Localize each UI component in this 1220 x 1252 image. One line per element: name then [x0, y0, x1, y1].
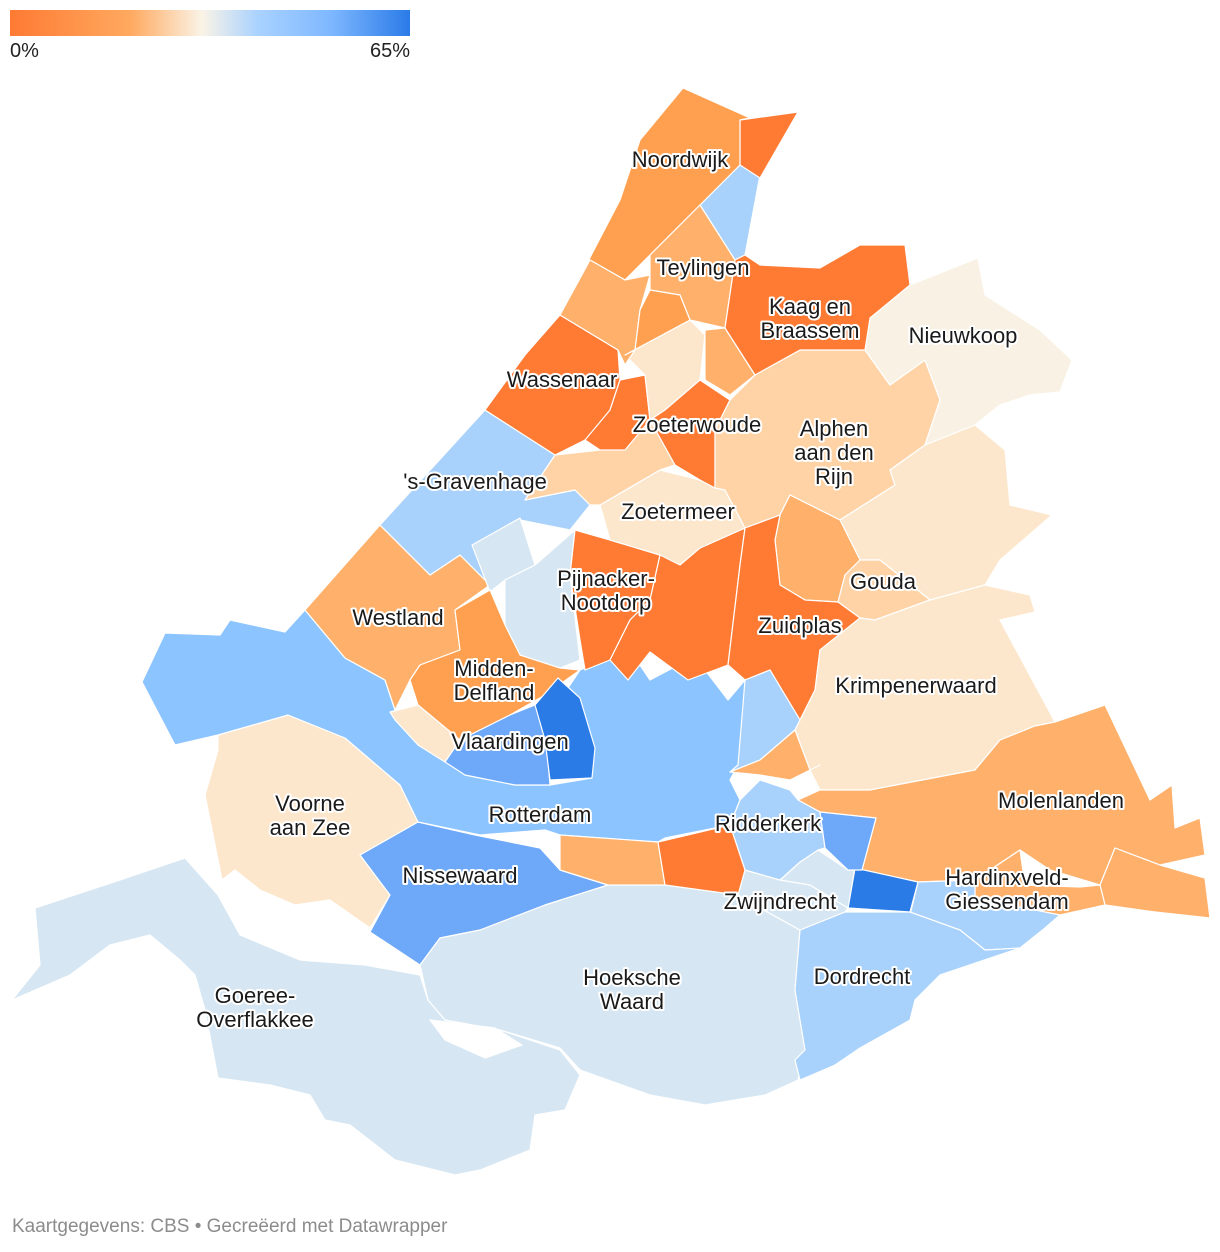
region-midden-delfland[interactable] [409, 589, 581, 741]
label-nissewaard: Nissewaard [403, 863, 518, 888]
label-vlaardingen: Vlaardingen [451, 729, 568, 754]
label-line: Krimpenerwaard [835, 673, 996, 698]
region-oegstgeest[interactable] [624, 289, 691, 356]
label-ridderkerk: Ridderkerk [715, 811, 822, 836]
region-labels: Noordwijk Teylingen Kaag en Braassem Nieuwko… [194, 145, 1126, 1034]
label-line: Goeree- [215, 983, 296, 1008]
label-line: Hoeksche [583, 965, 681, 990]
label-hardinxveld: Hardinxveld-Giessendam [945, 865, 1069, 914]
region-hoeksche-inlet [429, 1019, 523, 1059]
label-krimpenerwaard: Krimpenerwaard [835, 673, 996, 698]
label-line: Kaag en [769, 294, 851, 319]
label-voorne: Voorne aan Zee [270, 791, 351, 840]
label-rotterdam: Rotterdam [489, 802, 592, 827]
label-line: Waard [600, 989, 664, 1014]
region-goeree-overflakkee[interactable] [11, 857, 581, 1176]
label-kaag: Kaag en Braassem [760, 294, 859, 343]
label-line: Nootdorp [561, 590, 652, 615]
footer-credits: Kaartgegevens: CBS • Gecreëerd met Dataw… [12, 1216, 448, 1237]
label-line: Delfland [454, 680, 535, 705]
label-line: Pijnacker- [557, 566, 655, 591]
region-krimpen-aan-den-ijssel[interactable] [729, 729, 821, 781]
label-gouda: Gouda [850, 569, 917, 594]
label-line: Zuidplas [758, 613, 841, 638]
label-teylingen: Teylingen [657, 255, 750, 280]
label-zoetermeer: Zoetermeer [621, 499, 735, 524]
label-line: Wassenaar [507, 367, 617, 392]
regions [11, 87, 1211, 1176]
label-line: Nissewaard [403, 863, 518, 888]
label-line: Dordrecht [814, 964, 911, 989]
label-line: 's-Gravenhage [403, 469, 547, 494]
label-line: Ridderkerk [715, 811, 822, 836]
label-zoeterwoude: Zoeterwoude [633, 412, 761, 437]
label-line: Vlaardingen [451, 729, 568, 754]
label-line: Gouda [850, 569, 917, 594]
label-hoeksche-waard: Hoeksche Waard [583, 965, 681, 1014]
label-line: Westland [352, 605, 443, 630]
region-nieuwkoop[interactable] [864, 257, 1073, 446]
label-line: Voorne [275, 791, 345, 816]
region-leidschendam[interactable] [524, 419, 676, 506]
label-noordwijk: Noordwijk [632, 147, 730, 172]
label-line: Zoetermeer [621, 499, 735, 524]
legend-labels: 0% 65% [10, 36, 410, 62]
label-wassenaar: Wassenaar [507, 367, 617, 392]
legend-min-label: 0% [10, 40, 39, 62]
region-barendrecht-east[interactable] [819, 811, 877, 871]
region-barendrecht[interactable] [657, 824, 746, 896]
label-line: Hardinxveld- [945, 865, 1069, 890]
region-goeree-water-inlet [74, 947, 129, 979]
label-nieuwkoop: Nieuwkoop [909, 323, 1018, 348]
label-line: Zoeterwoude [633, 412, 761, 437]
label-dordrecht: Dordrecht [814, 964, 911, 989]
label-line: aan Zee [270, 815, 351, 840]
label-line: Giessendam [945, 889, 1069, 914]
label-alphen: Alphen aan den Rijn [794, 416, 874, 489]
label-line: Midden- [454, 656, 533, 681]
region-noordwijkerhout[interactable] [739, 111, 799, 179]
label-line: Nieuwkoop [909, 323, 1018, 348]
label-gravenhage: 's-Gravenhage [403, 469, 547, 494]
label-line: Rotterdam [489, 802, 592, 827]
region-kaag-en-braassem[interactable] [724, 244, 911, 376]
label-pijnacker: Pijnacker-Nootdorp [557, 566, 655, 615]
legend: 0% 65% [10, 10, 410, 62]
label-line: Teylingen [657, 255, 750, 280]
label-westland: Westland [352, 605, 443, 630]
label-zwijndrecht: Zwijndrecht [724, 889, 836, 914]
label-zuidplas: Zuidplas [758, 613, 841, 638]
region-gorinchem[interactable] [1099, 847, 1211, 919]
legend-max-label: 65% [369, 40, 410, 62]
label-line: Braassem [760, 318, 859, 343]
label-line: Noordwijk [632, 147, 730, 172]
label-line: Rijn [815, 464, 853, 489]
region-albrandswaard[interactable] [559, 834, 666, 886]
label-line: Overflakkee [196, 1007, 313, 1032]
label-midden-delfland: Midden-Delfland [454, 656, 535, 705]
label-goeree: Goeree-Overflakkee [196, 983, 313, 1032]
label-molenlanden: Molenlanden [998, 788, 1124, 813]
label-line: Alphen [800, 416, 869, 441]
label-line: Molenlanden [998, 788, 1124, 813]
label-line: aan den [794, 440, 874, 465]
legend-color-scale [10, 10, 410, 36]
region-schiedam[interactable] [534, 677, 596, 781]
label-line: Zwijndrecht [724, 889, 836, 914]
region-leiderdorp[interactable] [704, 327, 756, 396]
region-dordrecht[interactable] [794, 911, 1021, 1081]
region-zoetermeer[interactable] [599, 469, 746, 566]
